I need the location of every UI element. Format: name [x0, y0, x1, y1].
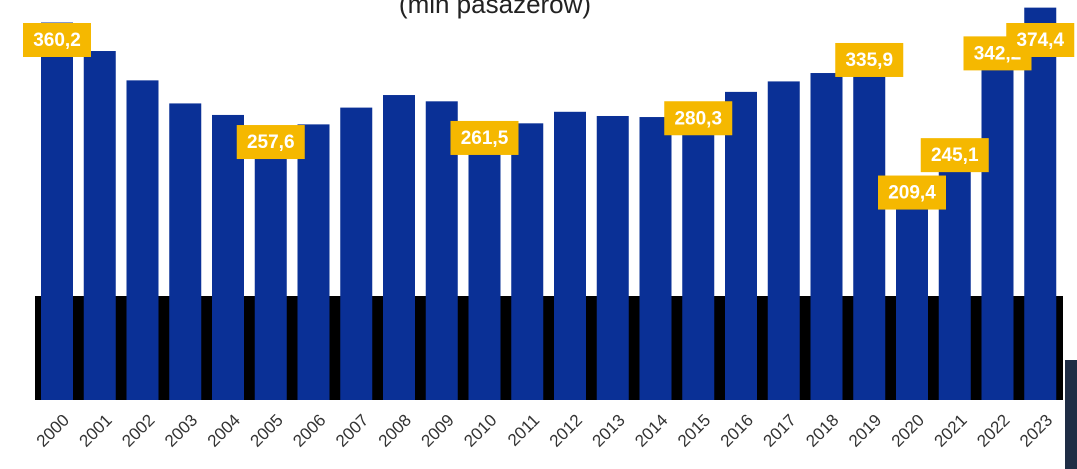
x-tick-label: 2020 [888, 411, 928, 451]
value-label-box [23, 23, 91, 57]
bar [297, 124, 330, 400]
x-tick-label: 2006 [289, 411, 329, 451]
value-label: 280,3 [674, 108, 722, 129]
side-panel [1065, 360, 1077, 469]
bar [981, 41, 1014, 401]
x-tick-label: 2010 [460, 411, 500, 451]
value-label-box [1006, 23, 1075, 57]
bar [511, 123, 544, 400]
value-label-box [878, 175, 946, 210]
value-label: 335,9 [845, 50, 893, 71]
bar [767, 81, 800, 401]
x-tick-label: 2023 [1016, 411, 1056, 451]
x-tick-label: 2014 [631, 411, 671, 451]
x-tick-label: 2005 [247, 411, 287, 451]
x-tick-label: 2022 [973, 411, 1013, 451]
bar [725, 91, 757, 400]
bar [212, 114, 244, 400]
chart-title: (mln pasażerów) [399, 0, 591, 19]
bar [468, 125, 501, 400]
x-tick-label: 2011 [504, 411, 543, 450]
value-label: 257,6 [247, 132, 295, 153]
bar [639, 117, 672, 400]
value-label-box [236, 125, 305, 160]
x-tick-label: 2008 [375, 411, 415, 451]
x-tick-label: 2021 [931, 411, 971, 451]
x-tick-label: 2015 [674, 411, 714, 451]
x-tick-label: 2009 [418, 411, 458, 451]
value-label-box [835, 42, 904, 77]
x-tick-label: 2004 [204, 411, 244, 451]
x-tick-label: 2017 [760, 411, 800, 451]
x-tick-label: 2019 [845, 411, 885, 451]
bar [596, 115, 629, 400]
bar [682, 106, 715, 400]
bar [810, 73, 843, 401]
value-label: 261,5 [461, 128, 509, 149]
x-tick-label: 2012 [546, 411, 586, 451]
value-label-box [664, 101, 733, 136]
x-tick-label: 2013 [589, 411, 629, 451]
value-label: 245,1 [931, 145, 979, 166]
x-tick-label: 2003 [161, 411, 201, 451]
bar [83, 51, 116, 401]
bar [169, 103, 202, 400]
value-label: 360,2 [33, 30, 81, 51]
bar [896, 180, 928, 400]
bar [1024, 7, 1057, 400]
value-label: 374,4 [1016, 30, 1064, 51]
x-tick-label: 2007 [332, 411, 372, 451]
chart-floor [35, 296, 1063, 400]
x-tick-label: 2018 [802, 411, 842, 451]
value-label: 209,4 [888, 183, 936, 204]
x-tick-label: 2002 [118, 411, 158, 451]
bar [41, 22, 73, 400]
bar [126, 80, 159, 401]
bar [383, 95, 415, 401]
bar [340, 107, 373, 400]
bar [254, 130, 287, 400]
value-label-box [450, 120, 519, 155]
value-label-box [920, 138, 989, 173]
x-tick-label: 2001 [76, 411, 116, 451]
x-tick-label: 2000 [33, 411, 73, 451]
bar [853, 47, 886, 400]
x-tick-label: 2016 [717, 411, 757, 451]
bar [554, 111, 586, 401]
